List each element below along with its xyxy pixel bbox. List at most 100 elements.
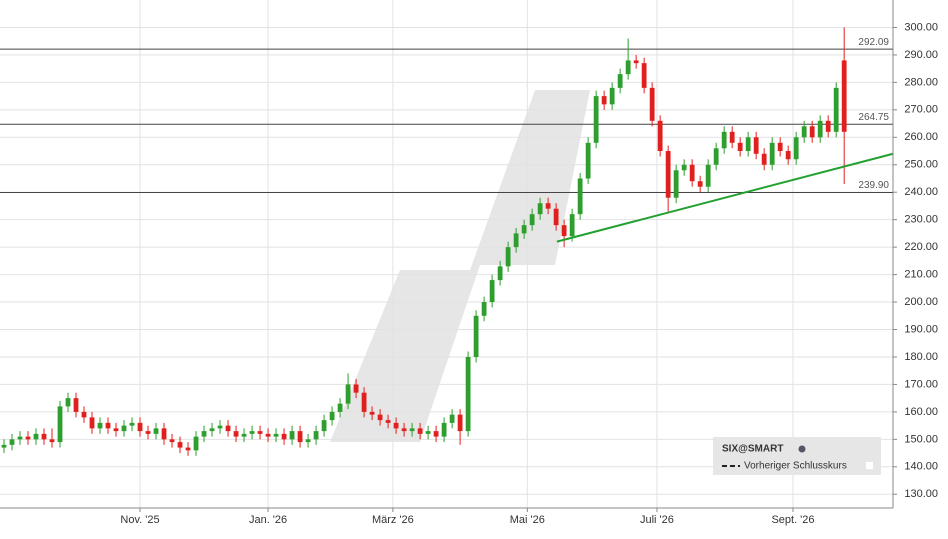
candle-body (745, 137, 751, 152)
x-tick-label: Juli '26 (640, 514, 674, 526)
candle-body (225, 425, 231, 432)
candle-body (833, 87, 839, 132)
candle-body (49, 439, 55, 443)
candle-body (521, 225, 527, 234)
candle-body (305, 439, 311, 443)
candle-body (513, 233, 519, 248)
candle-body (593, 96, 599, 143)
level-label: 239.90 (858, 180, 889, 191)
candle-body (473, 315, 479, 357)
candle-body (337, 403, 343, 412)
candle-body (313, 431, 319, 440)
candle-body (809, 126, 815, 138)
candle-body (769, 142, 775, 165)
y-tick-label: 280.00 (904, 76, 938, 88)
candle-body (105, 422, 111, 429)
y-tick-label: 260.00 (904, 131, 938, 143)
candle-body (289, 431, 295, 440)
candle-body (401, 428, 407, 432)
candle-body (601, 96, 607, 105)
candle-body (657, 120, 663, 152)
candle-body (145, 431, 151, 434)
candle-body (393, 422, 399, 429)
y-tick-label: 140.00 (904, 461, 938, 473)
x-tick-label: Jan. '26 (249, 514, 287, 526)
candle-body (1, 444, 7, 448)
candle-body (241, 433, 247, 437)
legend: SIX@SMART Vorheriger Schlusskurs (713, 437, 881, 475)
candle-body (65, 398, 71, 407)
candle-body (97, 422, 103, 429)
candle-body (193, 436, 199, 451)
y-tick-label: 270.00 (904, 104, 938, 116)
candle-body (705, 164, 711, 187)
legend-source: SIX@SMART (722, 444, 783, 455)
x-tick-label: Mai '26 (510, 514, 545, 526)
candle-body (553, 208, 559, 226)
candle-body (169, 439, 175, 443)
y-tick-label: 240.00 (904, 186, 938, 198)
candle-body (409, 428, 415, 432)
candle-body (361, 392, 367, 412)
candle-body (249, 431, 255, 434)
level-label: 292.09 (858, 37, 889, 48)
x-tick-label: Sept. '26 (771, 514, 814, 526)
candle-body (585, 142, 591, 179)
candle-body (505, 247, 511, 267)
candle-body (761, 153, 767, 165)
candle-body (265, 433, 271, 437)
candle-body (217, 425, 223, 429)
candle-body (777, 142, 783, 152)
y-tick-label: 210.00 (904, 269, 938, 281)
candle-body (209, 428, 215, 432)
candle-body (9, 439, 15, 445)
candle-body (17, 436, 23, 440)
x-tick-label: März '26 (372, 514, 414, 526)
candle-body (737, 142, 743, 152)
candle-body (817, 120, 823, 138)
candle-body (137, 422, 143, 432)
watermark (330, 90, 590, 442)
candle-body (57, 406, 63, 443)
candle-body (785, 151, 791, 160)
candle-body (697, 181, 703, 187)
candle-body (121, 425, 127, 432)
candle-body (617, 74, 623, 88)
candle-body (729, 131, 735, 143)
candle-body (297, 431, 303, 443)
candle-body (641, 63, 647, 88)
legend-checkbox[interactable] (866, 462, 873, 469)
legend-box (713, 437, 881, 475)
plot: 292.09 264.75 239.90 (0, 27, 894, 456)
candle-body (257, 431, 263, 434)
candle-body (129, 422, 135, 426)
candle-body (529, 214, 535, 226)
candle-body (89, 417, 95, 429)
candle-body (497, 266, 503, 281)
candle-body (577, 178, 583, 215)
candle-body (185, 447, 191, 451)
y-tick-label: 220.00 (904, 241, 938, 253)
candle-body (177, 442, 183, 448)
candle-body (689, 164, 695, 182)
candle-body (33, 433, 39, 440)
y-tick-label: 230.00 (904, 214, 938, 226)
candle-body (665, 151, 671, 198)
candle-body (81, 411, 87, 418)
candle-body (753, 137, 759, 154)
y-tick-label: 180.00 (904, 351, 938, 363)
candle-body (161, 428, 167, 440)
y-tick-label: 150.00 (904, 433, 938, 445)
candle-body (569, 214, 575, 237)
y-tick-label: 300.00 (904, 21, 938, 33)
candle-body (369, 411, 375, 415)
y-tick-label: 170.00 (904, 378, 938, 390)
x-tick-label: Nov. '25 (120, 514, 159, 526)
y-tick-label: 160.00 (904, 406, 938, 418)
candle-body (441, 422, 447, 437)
legend-icon (798, 445, 806, 453)
candle-body (801, 126, 807, 138)
level-label: 264.75 (858, 112, 889, 123)
candle-body (609, 87, 615, 105)
candle-body (713, 148, 719, 165)
